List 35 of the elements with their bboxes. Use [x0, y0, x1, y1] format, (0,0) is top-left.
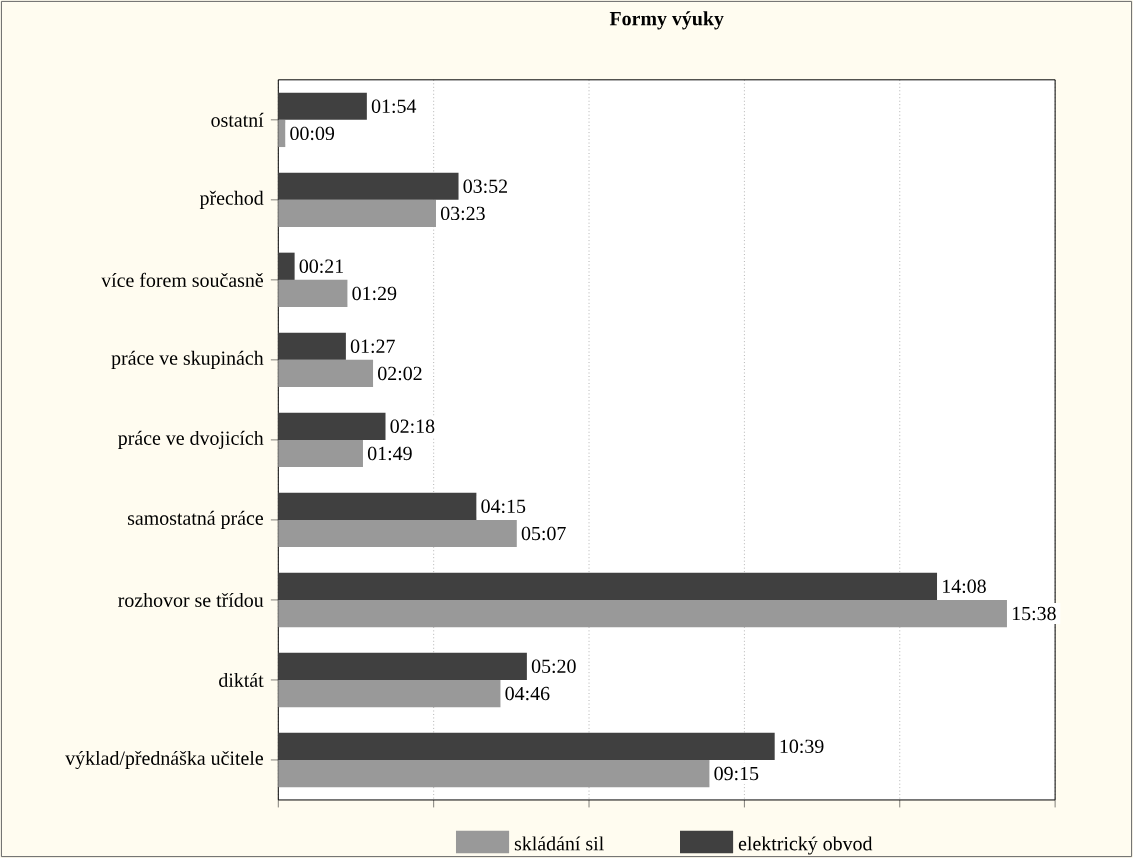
data-label: 05:20 — [531, 659, 576, 674]
data-label: 01:54 — [371, 99, 417, 113]
data-label: 04:15 — [481, 499, 526, 513]
data-label: 01:27 — [350, 339, 395, 353]
data-label: 10:39 — [780, 739, 824, 754]
data-label: 01:49 — [367, 446, 412, 461]
data-label: 04:46 — [505, 686, 550, 701]
data-label: 02:18 — [390, 419, 435, 433]
data-label: 03:52 — [463, 179, 508, 193]
y-tick-label: přechod — [199, 190, 264, 209]
data-label: 15:38 — [1012, 606, 1056, 621]
data-label: 14:08 — [943, 579, 986, 593]
bar — [278, 759, 710, 788]
legend-label: elektrický obvod — [738, 836, 873, 855]
y-tick-label: více forem současně — [101, 272, 264, 287]
y-tick-label: samostatná práce — [127, 510, 264, 529]
y-tick-label: diktát — [219, 672, 264, 687]
chart-title: Formy výuky — [609, 11, 724, 30]
y-tick-label: práce ve dvojicích — [118, 430, 264, 449]
bar — [278, 492, 477, 520]
y-tick-label: rozhovor se třídou — [118, 592, 264, 607]
bar — [278, 119, 286, 147]
data-label: 00:09 — [290, 126, 335, 141]
bar — [278, 412, 386, 440]
data-label: 09:15 — [714, 766, 759, 781]
y-tick-label: ostatní — [211, 112, 264, 127]
data-label: 00:21 — [299, 259, 343, 273]
data-label: 02:02 — [378, 366, 422, 381]
legend-label: skládání sil — [514, 836, 604, 851]
data-label: 05:07 — [521, 526, 566, 541]
y-tick-label: práce ve skupinách — [111, 350, 264, 369]
data-label: 03:23 — [440, 206, 485, 221]
y-tick-label: výklad/přednáška učitele — [65, 750, 264, 769]
data-label: 01:29 — [352, 286, 397, 301]
bar — [278, 599, 1007, 628]
